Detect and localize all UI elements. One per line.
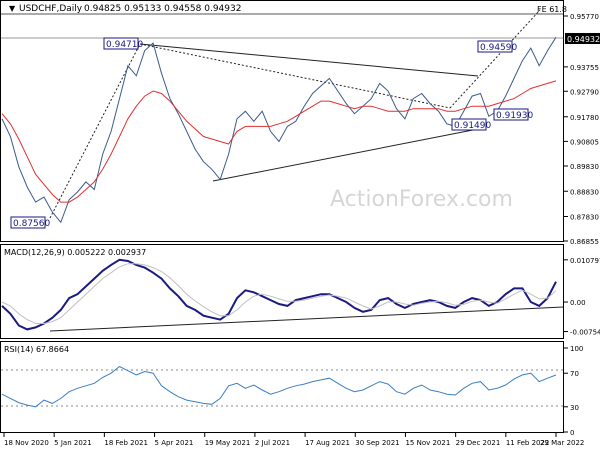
price-y-tick-label: 0.90805 [570, 138, 599, 146]
svg-text:0.91490: 0.91490 [454, 121, 491, 131]
watermark: ActionForex.com [330, 187, 513, 212]
rsi-y-tick-label: 70 [570, 370, 579, 378]
x-tick-label: 11 Feb 2022 [506, 439, 550, 447]
macd-y-tick-label: 0.010797 [570, 257, 600, 265]
svg-text:0.94932: 0.94932 [567, 35, 600, 44]
x-tick-label: 19 May 2021 [205, 439, 251, 447]
x-tick-label: 17 Aug 2021 [305, 439, 350, 447]
lower-trendline [212, 128, 479, 182]
annotation-low-2: 0.91490 [451, 118, 491, 131]
price-series-1-line [1, 80, 557, 203]
price-y-axis: 0.95770 0.93755 0.92790 0.91780 0.90805 0.898… [564, 13, 599, 246]
price-y-tick-label: 0.88830 [570, 188, 599, 196]
rsi-y-tick-label: 100 [570, 345, 583, 353]
price-y-tick-label: 0.92790 [570, 88, 599, 96]
macd-y-tick-label: 0.00 [570, 299, 586, 307]
svg-text:0.94710: 0.94710 [106, 40, 143, 50]
macd-panel-frame [0, 244, 564, 339]
x-tick-label: 5 Jan 2021 [54, 439, 92, 447]
x-tick-label: 5 Apr 2021 [155, 439, 194, 447]
macd-series-1-line [1, 263, 557, 324]
x-axis: 18 Nov 2020 5 Jan 2021 18 Feb 2021 5 Apr 20… [3, 433, 584, 447]
macd-trendline [49, 306, 564, 332]
rsi-series-0-line [1, 365, 557, 408]
svg-text:0.91930: 0.91930 [496, 111, 533, 121]
chart-icon: ▼ [9, 4, 16, 13]
annotation-low-3: 0.91930 [493, 108, 533, 121]
rsi-label: RSI(14) 67.8664 [4, 345, 69, 354]
current-price-tag: 0.94932 [565, 33, 600, 44]
x-tick-label: 29 Mar 2022 [540, 439, 584, 447]
annotation-low-1: 0.87560 [10, 216, 50, 229]
price-series-0-line [1, 36, 557, 224]
price-y-tick-label: 0.91780 [570, 114, 599, 122]
price-y-tick-label: 0.95770 [570, 13, 599, 21]
price-y-tick-label: 0.93755 [570, 64, 599, 72]
annotation-high-2: 0.94590 [477, 40, 517, 53]
upper-trendline [139, 43, 479, 77]
x-tick-label: 18 Nov 2020 [4, 439, 49, 447]
price-y-tick-label: 0.86855 [570, 238, 599, 246]
rsi-y-tick-label: 0 [570, 429, 574, 437]
x-tick-label: 29 Dec 2021 [456, 439, 501, 447]
price-y-tick-label: 0.89830 [570, 163, 599, 171]
macd-y-axis: 0.010797 0.00 -0.007548 [564, 257, 600, 337]
macd-y-tick-label: -0.007548 [570, 329, 600, 337]
x-tick-label: 15 Nov 2021 [405, 439, 450, 447]
annotation-high-1: 0.94710 [103, 37, 143, 50]
svg-text:0.87560: 0.87560 [13, 219, 50, 229]
rsi-y-axis: 100 70 30 0 [564, 345, 583, 437]
price-y-tick-label: 0.87830 [570, 214, 599, 222]
rsi-panel-frame [0, 341, 564, 433]
svg-text:0.94590: 0.94590 [480, 43, 517, 53]
fib-projection-dotted-line [139, 43, 451, 109]
macd-series-0-line [1, 258, 557, 331]
x-tick-label: 2 Jul 2021 [255, 439, 290, 447]
ohlc-readout: 0.94825 0.95133 0.94558 0.94932 [84, 4, 241, 14]
rally-dotted-line [49, 43, 141, 219]
x-tick-label: 18 Feb 2021 [104, 439, 148, 447]
rsi-y-tick-label: 30 [570, 404, 579, 412]
fib-label: FE 61.8 [537, 5, 567, 14]
symbol-label: USDCHF,Daily [19, 4, 83, 14]
x-tick-label: 30 Sep 2021 [355, 439, 399, 447]
macd-label: MACD(12,26,9) 0.005222 0.002937 [4, 248, 146, 257]
